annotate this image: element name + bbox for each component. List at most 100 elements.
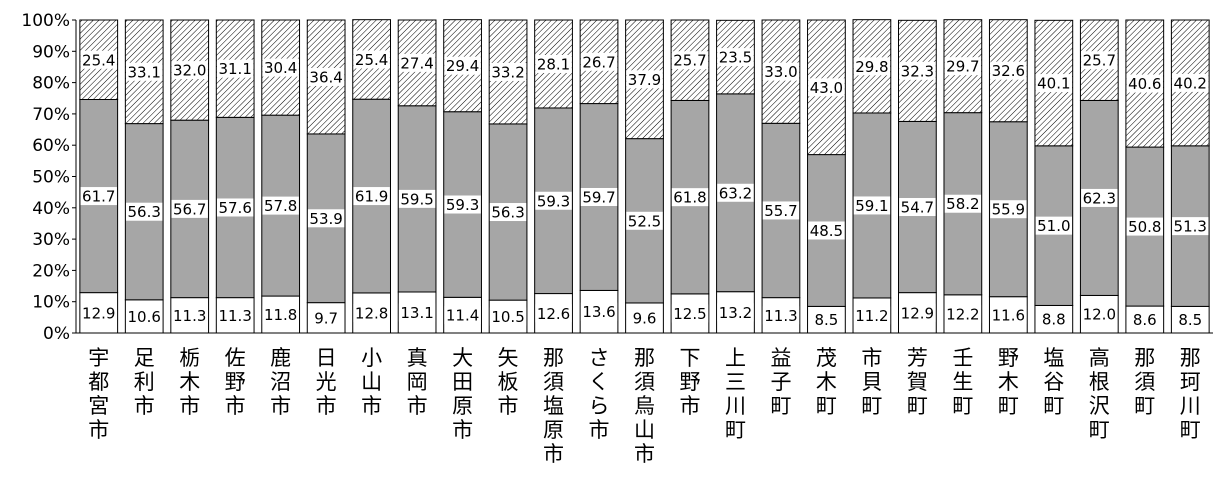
- data-label-background: [1172, 73, 1209, 92]
- data-label-background: [630, 308, 659, 327]
- category-label: 下: [679, 346, 700, 370]
- data-label: 51.0: [1037, 217, 1070, 235]
- category-label: 町: [861, 394, 882, 418]
- y-tick-label: 70%: [32, 105, 70, 125]
- data-label-background: [853, 57, 891, 76]
- category-label: 沢: [1089, 394, 1110, 418]
- data-label-background: [1039, 310, 1068, 329]
- data-label: 8.5: [1178, 311, 1202, 329]
- data-label-background: [535, 304, 572, 323]
- category-label: 市: [270, 394, 291, 418]
- data-label-background: [1176, 310, 1205, 329]
- data-label-background: [580, 188, 618, 207]
- category-label: 市: [498, 394, 519, 418]
- data-label: 32.6: [992, 62, 1025, 80]
- data-label-background: [944, 304, 982, 323]
- category-label: 宇: [88, 346, 109, 370]
- data-label-background: [444, 195, 481, 214]
- data-label-background: [262, 58, 299, 77]
- category-label: 塩: [1043, 346, 1064, 370]
- category-label: 茂: [816, 346, 837, 370]
- data-label-background: [853, 306, 891, 325]
- category-label: 佐: [225, 346, 246, 370]
- y-tick-label: 50%: [32, 168, 70, 188]
- category-label: 鹿: [270, 346, 291, 370]
- data-label-background: [80, 187, 117, 206]
- category-label: 塩: [543, 394, 564, 418]
- data-label: 33.2: [491, 63, 524, 81]
- category-label: 市: [134, 394, 155, 418]
- data-label: 61.8: [673, 189, 706, 207]
- data-label-background: [762, 306, 800, 325]
- data-label: 11.4: [446, 307, 479, 325]
- category-label: 生: [952, 370, 973, 394]
- data-label: 59.5: [400, 190, 433, 208]
- category-label: ら: [589, 394, 610, 418]
- data-label-background: [1035, 74, 1073, 93]
- category-label: 那: [543, 346, 564, 370]
- data-label: 43.0: [810, 79, 843, 97]
- data-label-background: [717, 183, 754, 202]
- data-label: 55.7: [764, 202, 797, 220]
- data-label: 54.7: [901, 199, 934, 217]
- category-label: 町: [725, 418, 746, 442]
- data-label: 29.7: [946, 58, 979, 76]
- category-label: さ: [589, 346, 610, 370]
- category-label: 光: [316, 370, 337, 394]
- category-label: 市: [861, 346, 882, 370]
- data-label-background: [717, 48, 754, 67]
- data-label-background: [944, 194, 982, 213]
- data-label-background: [398, 189, 436, 208]
- category-label: 須: [634, 370, 655, 394]
- data-label-background: [126, 202, 163, 221]
- data-label-background: [312, 308, 341, 327]
- category-label: 利: [134, 370, 155, 394]
- data-label: 12.2: [946, 305, 979, 323]
- y-tick-label: 10%: [32, 293, 70, 313]
- data-label-background: [671, 51, 709, 70]
- data-label-background: [535, 54, 572, 73]
- data-label: 9.6: [633, 309, 657, 327]
- data-label-background: [489, 307, 527, 326]
- category-label: 市: [407, 394, 428, 418]
- data-label-background: [1035, 216, 1073, 235]
- data-label: 25.7: [1083, 52, 1116, 70]
- category-label: 山: [361, 370, 382, 394]
- y-tick-label: 60%: [32, 136, 70, 156]
- category-label: 原: [543, 418, 564, 442]
- category-label: 市: [452, 418, 473, 442]
- data-label-background: [171, 61, 208, 80]
- data-label-background: [1126, 74, 1163, 93]
- data-label-background: [808, 78, 845, 97]
- data-label: 55.9: [992, 201, 1025, 219]
- category-label: 町: [770, 394, 791, 418]
- category-label: 那: [634, 346, 655, 370]
- data-label: 9.7: [314, 309, 338, 327]
- category-label: 矢: [498, 346, 519, 370]
- data-label-background: [1126, 217, 1163, 236]
- y-tick-label: 0%: [43, 324, 70, 344]
- category-label: 谷: [1043, 370, 1064, 394]
- category-label: く: [589, 370, 610, 394]
- data-label-background: [171, 199, 208, 218]
- data-label-background: [398, 303, 436, 322]
- data-label: 28.1: [537, 55, 570, 73]
- category-label: 栃: [179, 346, 200, 370]
- data-label: 59.3: [446, 196, 479, 214]
- category-label: 芳: [907, 346, 928, 370]
- data-label: 50.8: [1128, 218, 1161, 236]
- data-label: 12.0: [1083, 306, 1116, 324]
- data-label: 61.9: [355, 188, 388, 206]
- data-label: 33.1: [128, 63, 161, 81]
- data-label: 58.2: [946, 195, 979, 213]
- data-label-background: [216, 198, 254, 217]
- data-label-background: [899, 198, 936, 217]
- data-label: 57.6: [218, 199, 251, 217]
- data-label: 37.9: [628, 71, 661, 89]
- data-label: 26.7: [582, 53, 615, 71]
- data-label-background: [626, 211, 663, 230]
- category-label: 市: [589, 418, 610, 442]
- data-label: 25.4: [82, 51, 115, 69]
- category-label: 町: [907, 394, 928, 418]
